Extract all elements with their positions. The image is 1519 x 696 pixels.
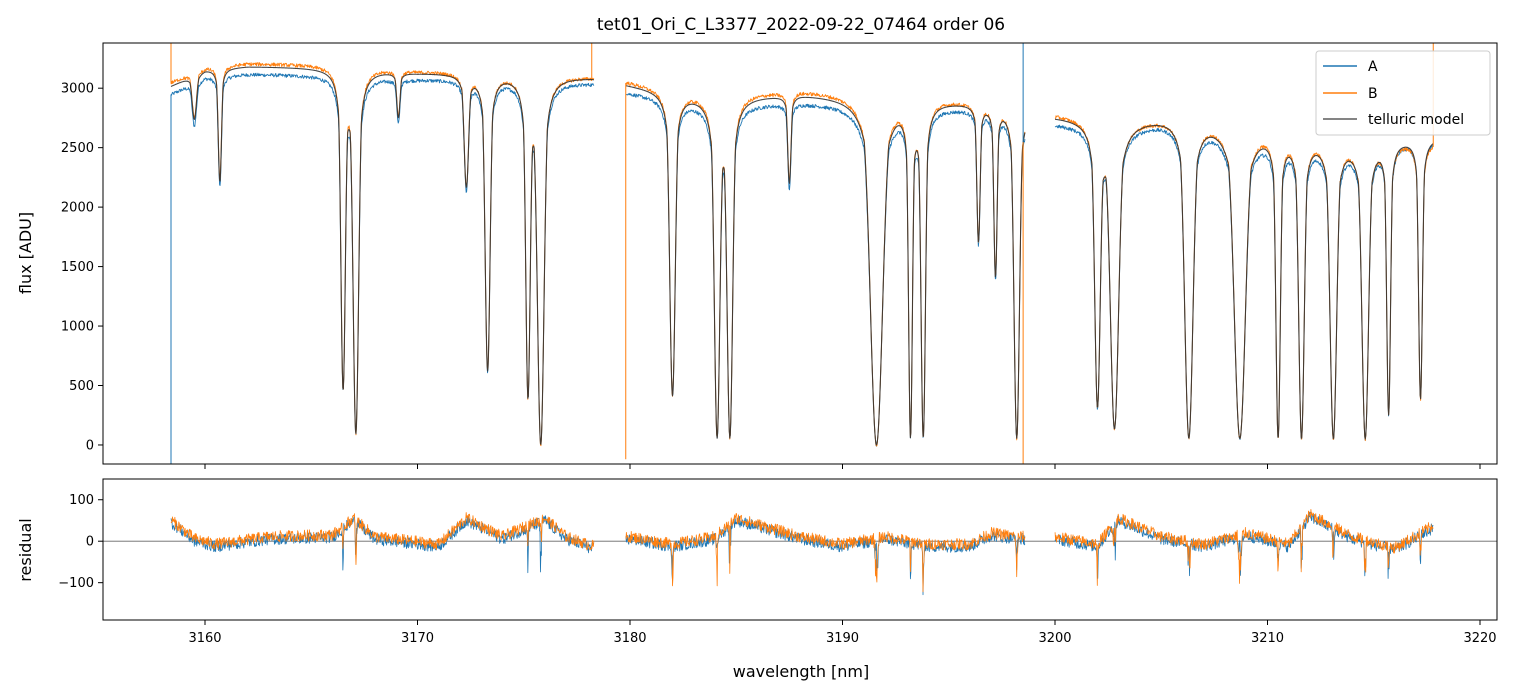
flux-y-tick-label: 1000 xyxy=(61,320,94,335)
residual-b-line xyxy=(170,509,1434,593)
residual-y-tick-label: −100 xyxy=(58,576,94,591)
flux-y-tick-label: 2500 xyxy=(61,141,94,156)
flux-panel: 0 500 1000 1500 2000 2500 3000 flux [ADU] A B … xyxy=(16,42,1498,469)
legend: A B telluric model xyxy=(1315,50,1491,136)
legend-label-telluric: telluric model xyxy=(1368,112,1464,128)
legend-label-b: B xyxy=(1368,86,1378,102)
legend-label-a: A xyxy=(1368,59,1378,75)
residual-y-ticks: −100 0 100 xyxy=(58,493,103,591)
flux-plot-area xyxy=(170,43,1434,464)
flux-y-label: flux [ADU] xyxy=(16,212,35,294)
telluric-model-line xyxy=(170,66,1434,446)
residual-x-tick-label: 3160 xyxy=(188,631,221,646)
residual-series xyxy=(103,509,1497,596)
residual-y-tick-label: 100 xyxy=(69,493,94,508)
x-axis-label: wavelength [nm] xyxy=(733,662,870,681)
residual-x-tick-label: 3200 xyxy=(1038,631,1071,646)
flux-x-ticks xyxy=(204,464,1481,469)
residual-panel: −100 0 100 3160 3170 3180 3190 3200 3210 3220 re… xyxy=(16,478,1498,681)
chart-title: tet01_Ori_C_L3377_2022-09-22_07464 order… xyxy=(597,15,1005,35)
flux-y-ticks: 0 500 1000 1500 2000 2500 3000 xyxy=(61,82,103,453)
residual-y-label: residual xyxy=(16,518,35,581)
flux-y-tick-label: 3000 xyxy=(61,82,94,97)
flux-y-tick-label: 2000 xyxy=(61,201,94,216)
residual-axes-frame xyxy=(102,478,1498,621)
residual-y-tick-label: 0 xyxy=(86,535,94,550)
residual-x-ticks: 3160 3170 3180 3190 3200 3210 3220 xyxy=(188,620,1497,646)
residual-x-tick-label: 3190 xyxy=(826,631,859,646)
flux-y-tick-label: 1500 xyxy=(61,260,94,275)
flux-y-tick-label: 500 xyxy=(69,379,94,394)
residual-plot-area xyxy=(103,509,1497,596)
flux-y-tick-label: 0 xyxy=(86,438,94,453)
legend-box xyxy=(1315,50,1491,136)
flux-axes-frame xyxy=(102,42,1498,465)
residual-x-tick-label: 3170 xyxy=(401,631,434,646)
residual-x-tick-label: 3180 xyxy=(613,631,646,646)
residual-x-tick-label: 3210 xyxy=(1251,631,1284,646)
flux-series xyxy=(170,43,1434,464)
residual-x-tick-label: 3220 xyxy=(1463,631,1496,646)
